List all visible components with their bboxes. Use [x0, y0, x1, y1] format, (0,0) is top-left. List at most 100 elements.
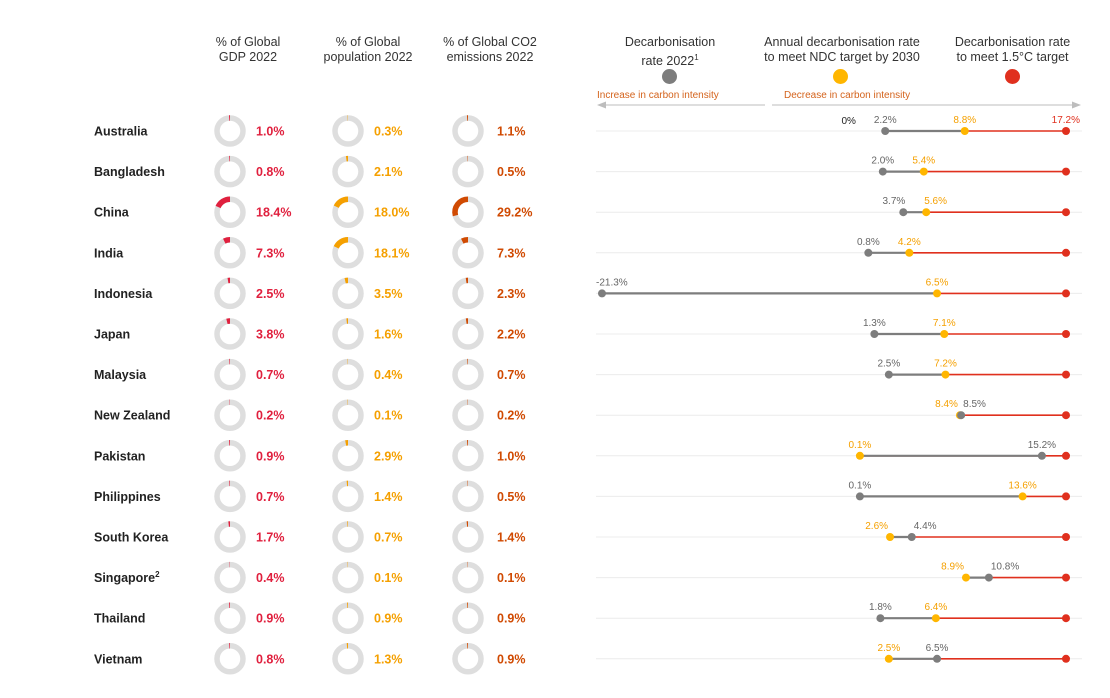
co2-value-label: 0.1% — [497, 571, 526, 585]
header-decarb-2022: Decarbonisation rate 20221 — [600, 35, 740, 69]
co2-value-label: 29.2% — [497, 206, 532, 220]
header-decarb-2022-line2: rate 2022 — [641, 54, 695, 69]
gdp-value-label: 0.4% — [256, 571, 285, 585]
gdp-value-label: 0.7% — [256, 490, 285, 504]
gdp-ring-track — [214, 115, 246, 147]
country-label: Indonesia — [94, 287, 153, 301]
co2-value-label: 2.3% — [497, 287, 526, 301]
header-target15-line2: to meet 1.5°C target — [956, 50, 1069, 64]
country-label: Singapore2 — [94, 570, 160, 585]
point-target15 — [1062, 289, 1070, 298]
pop-ring-share — [333, 196, 349, 209]
ndc-value-label: 8.4% — [935, 399, 958, 410]
ndc-value-label: 2.5% — [877, 643, 900, 654]
gdp-ring-track — [214, 358, 246, 391]
co2-ring-share — [461, 237, 469, 244]
pop-value-label: 0.1% — [374, 571, 403, 585]
point-decarb-2022 — [933, 654, 942, 663]
pop-ring-track — [332, 358, 364, 391]
ndc-value-label: 8.9% — [941, 562, 964, 573]
gdp-value-label: 0.8% — [256, 652, 285, 666]
pop-ring-track — [332, 399, 364, 431]
co2-value-label: 1.0% — [497, 449, 526, 463]
header-decarb-2022-line2-wrap: rate 20221 — [600, 50, 740, 69]
gdp-value-label: 3.8% — [256, 328, 285, 342]
country-label: China — [94, 206, 130, 220]
pop-value-label: 0.1% — [374, 409, 403, 423]
point-decarb-2022 — [598, 289, 606, 298]
gdp-ring-share — [215, 196, 231, 209]
point-ndc — [1018, 492, 1027, 501]
point-decarb-2022 — [870, 330, 879, 338]
decarb-2022-value-label: 2.2% — [874, 115, 897, 126]
co2-ring-track — [452, 440, 484, 472]
country-label: Malaysia — [94, 368, 147, 382]
co2-value-label: 1.4% — [497, 531, 526, 545]
point-decarb-2022 — [881, 127, 890, 135]
header-ndc: Annual decarbonisation rate to meet NDC … — [752, 35, 932, 65]
country-label: Thailand — [94, 612, 145, 626]
country-label: Australia — [94, 125, 149, 139]
gdp-value-label: 2.5% — [256, 287, 285, 301]
point-target15 — [1062, 451, 1070, 460]
pop-ring-track — [332, 115, 364, 147]
ndc-value-label: 4.2% — [898, 237, 921, 248]
gdp-ring-track — [214, 480, 246, 513]
decarb-2022-value-label: 1.3% — [863, 318, 886, 329]
header-target15: Decarbonisation rate to meet 1.5°C targe… — [940, 35, 1085, 65]
gdp-value-label: 18.4% — [256, 206, 291, 220]
point-decarb-2022 — [878, 167, 887, 176]
co2-ring-share — [452, 196, 469, 217]
header-population: % of Global population 2022 — [310, 35, 426, 65]
zero-label: 0% — [841, 116, 856, 127]
co2-value-label: 0.2% — [497, 409, 526, 423]
point-target15 — [1062, 208, 1070, 217]
decarb-2022-value-label: 6.5% — [926, 643, 949, 654]
pop-ring-track — [332, 602, 364, 634]
header-gdp-line2: GDP 2022 — [218, 50, 278, 64]
legend-dot-decarb-2022 — [662, 69, 677, 84]
pop-value-label: 0.7% — [374, 531, 403, 545]
header-co2: % of Global CO2 emissions 2022 — [430, 35, 550, 65]
gdp-value-label: 7.3% — [256, 246, 285, 260]
ndc-value-label: 7.2% — [934, 359, 957, 370]
decarb-2022-value-label: 15.2% — [1028, 440, 1056, 451]
header-population-line2: population 2022 — [323, 50, 413, 64]
point-ndc — [855, 451, 864, 460]
pop-ring-track — [332, 277, 364, 310]
country-label: South Korea — [94, 531, 169, 545]
axis-arrow-increase-head — [597, 101, 606, 109]
point-ndc — [933, 289, 942, 298]
co2-value-label: 7.3% — [497, 246, 526, 260]
target15-value-label: 17.2% — [1052, 115, 1080, 126]
country-label: New Zealand — [94, 409, 170, 423]
direction-label-decrease: Decrease in carbon intensity — [784, 90, 911, 101]
point-decarb-2022 — [876, 614, 885, 623]
decarb-2022-value-label: -21.3% — [596, 277, 628, 288]
co2-ring-track — [452, 602, 484, 634]
point-target15 — [1062, 614, 1070, 623]
decarb-2022-value-label: 8.5% — [963, 399, 986, 410]
co2-value-label: 1.1% — [497, 125, 526, 139]
pop-ring-track — [332, 155, 364, 188]
pop-value-label: 18.1% — [374, 246, 409, 260]
point-ndc — [960, 127, 969, 135]
ndc-value-label: 8.8% — [953, 115, 976, 126]
pop-value-label: 1.4% — [374, 490, 403, 504]
decarb-2022-value-label: 2.0% — [871, 156, 894, 167]
point-ndc — [922, 208, 931, 217]
gdp-ring-track — [214, 602, 246, 634]
ndc-value-label: 0.1% — [849, 440, 872, 451]
gdp-value-label: 0.2% — [256, 409, 285, 423]
point-ndc — [941, 370, 950, 379]
legend-dot-ndc — [833, 69, 848, 84]
country-label: Philippines — [94, 490, 161, 504]
decarb-2022-value-label: 0.1% — [849, 480, 872, 491]
gdp-ring-track — [214, 399, 246, 431]
gdp-value-label: 1.0% — [256, 125, 285, 139]
header-decarb-2022-footnote: 1 — [694, 53, 699, 62]
country-label: India — [94, 246, 124, 260]
ndc-value-label: 6.5% — [926, 277, 949, 288]
gdp-ring-track — [214, 440, 246, 472]
